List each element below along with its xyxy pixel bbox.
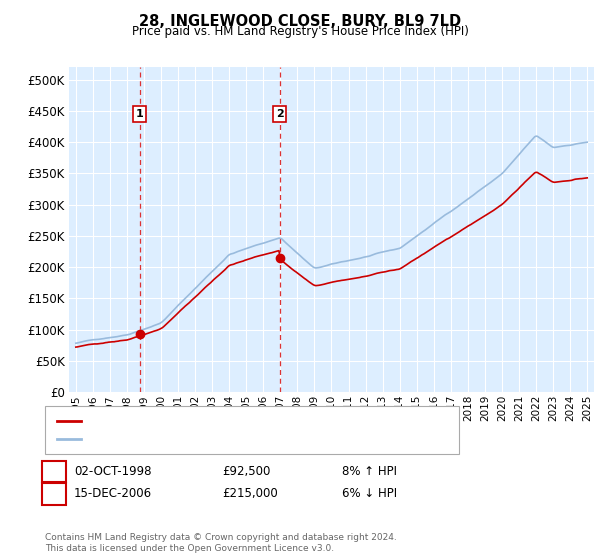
Text: HPI: Average price, detached house, Bury: HPI: Average price, detached house, Bury — [87, 434, 319, 444]
Text: 28, INGLEWOOD CLOSE, BURY, BL9 7LD: 28, INGLEWOOD CLOSE, BURY, BL9 7LD — [139, 14, 461, 29]
Text: 6% ↓ HPI: 6% ↓ HPI — [342, 487, 397, 501]
Text: 2: 2 — [50, 487, 58, 501]
Text: 1: 1 — [50, 465, 58, 478]
Text: 1: 1 — [136, 109, 143, 119]
Text: 2: 2 — [276, 109, 284, 119]
Text: £215,000: £215,000 — [222, 487, 278, 501]
Text: Contains HM Land Registry data © Crown copyright and database right 2024.
This d: Contains HM Land Registry data © Crown c… — [45, 533, 397, 553]
Text: 15-DEC-2006: 15-DEC-2006 — [74, 487, 152, 501]
Text: 28, INGLEWOOD CLOSE, BURY, BL9 7LD (detached house): 28, INGLEWOOD CLOSE, BURY, BL9 7LD (deta… — [87, 416, 410, 426]
Text: 8% ↑ HPI: 8% ↑ HPI — [342, 465, 397, 478]
Text: Price paid vs. HM Land Registry's House Price Index (HPI): Price paid vs. HM Land Registry's House … — [131, 25, 469, 38]
Text: £92,500: £92,500 — [222, 465, 271, 478]
Text: 02-OCT-1998: 02-OCT-1998 — [74, 465, 151, 478]
